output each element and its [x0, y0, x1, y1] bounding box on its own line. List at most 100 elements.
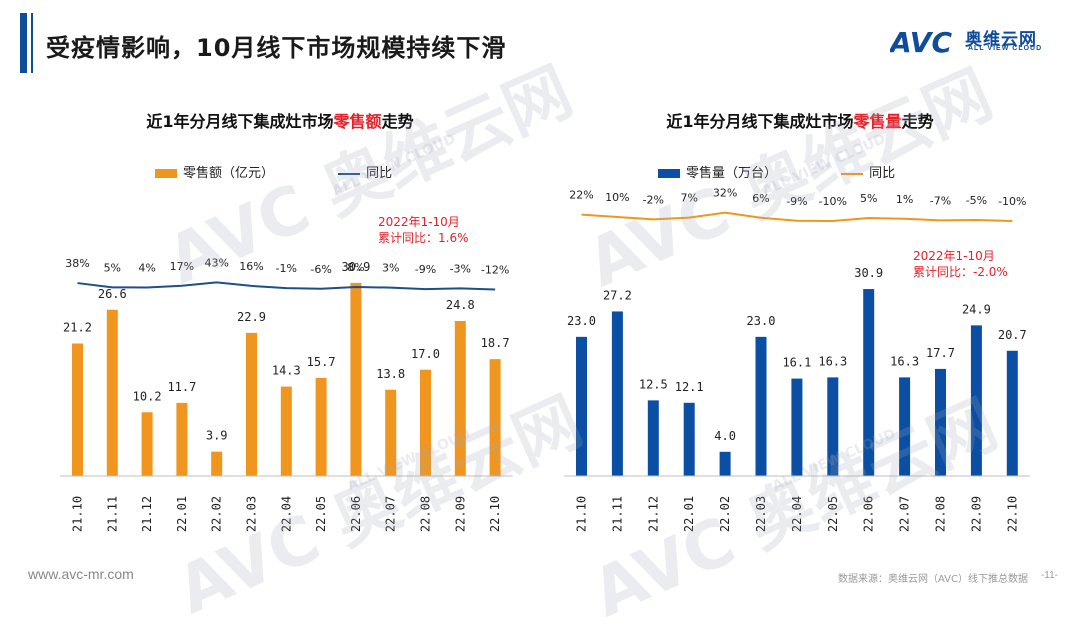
cumulative-annotation: 2022年1-10月 累计同比：-2.0% — [913, 248, 1008, 280]
bar — [385, 389, 397, 476]
x-tick-label: 22.01 — [682, 496, 696, 532]
yoy-value-label: -5% — [966, 194, 987, 207]
chart-legend: 零售额（亿元） 同比 — [155, 162, 452, 181]
bar-value-label: 18.7 — [481, 336, 510, 350]
bar — [611, 311, 623, 476]
bar-value-label: 17.0 — [411, 347, 440, 361]
logo-text: 奥维云网 — [965, 30, 1037, 50]
chart-title-suffix: 走势 — [381, 112, 414, 131]
bar-value-label: 24.8 — [446, 298, 475, 312]
chart-plot: 21.2 21.10 26.6 21.11 10.2 21.12 11.7 22.01 3.9 2… — [60, 256, 513, 532]
bar-value-label: 20.7 — [998, 328, 1027, 342]
x-tick-label: 22.01 — [175, 496, 189, 532]
x-tick-label: 22.04 — [279, 496, 293, 532]
yoy-value-label: -6% — [310, 263, 331, 276]
bar — [280, 386, 292, 476]
retail-sales-chart: 近1年分月线下集成灶市场零售额走势 零售额（亿元） 同比 21.2 21.10 26… — [20, 90, 540, 560]
footer-source: 数据来源：奥维云网（AVC）线下推总数据 — [837, 574, 1028, 585]
yoy-value-label: 17% — [170, 260, 194, 273]
yoy-value-label: 38% — [65, 257, 89, 270]
bar-value-label: 12.1 — [675, 380, 704, 394]
bar-value-label: 10.2 — [133, 389, 162, 403]
x-tick-label: 22.08 — [934, 496, 948, 532]
yoy-value-label: -2% — [643, 193, 664, 206]
x-tick-label: 21.12 — [646, 496, 660, 532]
bar — [791, 378, 803, 476]
bar — [246, 332, 257, 476]
bar-value-label: 3.9 — [206, 429, 228, 443]
legend-item-bar: 零售量（万台） — [658, 166, 777, 181]
yoy-line — [77, 281, 496, 291]
bar — [489, 359, 501, 476]
bar — [970, 325, 982, 476]
x-tick-label: 22.03 — [245, 496, 259, 532]
bar — [211, 451, 223, 476]
retail-volume-chart: 近1年分月线下集成灶市场零售量走势 零售量（万台） 同比 23.0 21.10 27… — [540, 90, 1060, 560]
bar-value-label: 26.6 — [98, 287, 127, 301]
bar-value-label: 4.0 — [714, 429, 736, 443]
bar-value-label: 14.3 — [272, 364, 301, 378]
yoy-value-label: 7% — [680, 192, 697, 205]
x-tick-label: 22.02 — [210, 496, 224, 532]
bar-value-label: 21.2 — [63, 321, 92, 335]
legend-label-line: 同比 — [366, 166, 393, 181]
x-tick-label: 22.05 — [826, 496, 840, 532]
x-tick-label: 22.09 — [453, 496, 467, 532]
x-tick-label: 21.11 — [610, 496, 624, 532]
annotation-line-2: 累计同比：1.6% — [378, 231, 469, 245]
legend-swatch-line — [338, 172, 361, 175]
bar — [899, 377, 911, 476]
bar — [72, 343, 83, 476]
bar — [176, 402, 188, 476]
bar-value-label: 30.9 — [341, 260, 370, 274]
bar — [141, 412, 153, 476]
yoy-value-label: 22% — [569, 189, 593, 202]
x-tick-label: 22.10 — [1005, 496, 1019, 532]
bar-value-label: 12.5 — [639, 377, 668, 391]
bar-value-label: 16.3 — [890, 354, 919, 368]
annotation-line-1: 2022年1-10月 — [378, 215, 460, 229]
logo-subtitle: ALL VIEW CLOUD — [968, 45, 1043, 52]
bar — [683, 402, 695, 476]
yoy-value-label: -9% — [415, 263, 436, 276]
yoy-value-label: 32% — [713, 187, 737, 200]
bar — [863, 289, 875, 476]
legend-label-bar: 零售量（万台） — [686, 166, 778, 181]
x-tick-label: 21.12 — [140, 496, 154, 532]
yoy-value-label: -3% — [450, 262, 471, 275]
annotation-line-2: 累计同比：-2.0% — [913, 265, 1008, 279]
bar-value-label: 22.9 — [237, 310, 266, 324]
chart-title-suffix: 走势 — [901, 112, 934, 131]
x-tick-label: 22.09 — [969, 496, 983, 532]
chart-title-highlight: 零售额 — [333, 112, 382, 131]
title-accent-bar — [20, 13, 27, 73]
yoy-value-label: 5% — [104, 261, 121, 274]
chart-legend: 零售量（万台） 同比 — [658, 162, 955, 181]
x-tick-label: 22.08 — [419, 496, 433, 532]
yoy-value-label: -9% — [786, 195, 807, 208]
yoy-value-label: 6% — [752, 192, 769, 205]
x-tick-label: 22.07 — [898, 496, 912, 532]
bar — [106, 309, 118, 476]
bar-value-label: 27.2 — [603, 288, 632, 302]
yoy-value-label: 3% — [382, 262, 399, 275]
title-accent-line — [31, 13, 33, 73]
x-tick-label: 22.06 — [349, 496, 363, 532]
yoy-value-label: 10% — [605, 191, 629, 204]
chart-title: 近1年分月线下集成灶市场零售额走势 — [20, 108, 540, 132]
yoy-value-label: 1% — [896, 193, 913, 206]
legend-item-line: 同比 — [841, 166, 895, 181]
yoy-value-label: 8% — [347, 261, 364, 274]
annotation-line-1: 2022年1-10月 — [913, 249, 995, 263]
x-tick-label: 22.04 — [790, 496, 804, 532]
chart-title-prefix: 近1年分月线下集成灶市场 — [146, 112, 334, 131]
bar-value-label: 15.7 — [307, 355, 336, 369]
yoy-value-label: 5% — [860, 192, 877, 205]
bar — [935, 368, 946, 476]
x-tick-label: 22.05 — [314, 496, 328, 532]
x-tick-label: 21.11 — [105, 496, 119, 532]
yoy-value-label: -10% — [819, 195, 847, 208]
legend-label-line: 同比 — [869, 166, 896, 181]
bar — [647, 400, 659, 476]
yoy-value-label: -10% — [998, 195, 1026, 208]
